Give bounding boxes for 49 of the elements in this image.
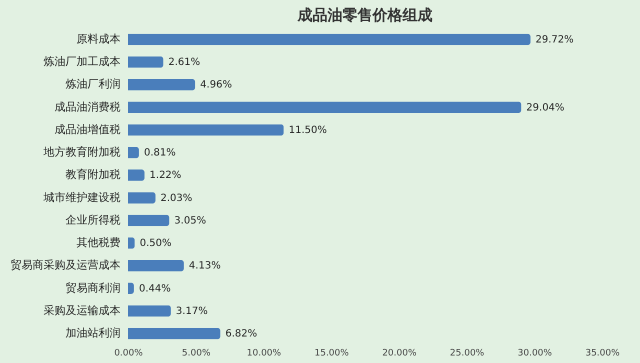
y-tick-label: 其他税费 bbox=[76, 236, 120, 250]
bar bbox=[128, 260, 184, 272]
y-tick-label: 贸易商利润 bbox=[66, 281, 120, 294]
data-label: 6.82% bbox=[225, 328, 258, 340]
y-tick-label: 贸易商采购及运营成本 bbox=[10, 258, 120, 272]
data-label: 3.05% bbox=[174, 215, 206, 226]
x-tick-label: 30.00% bbox=[518, 348, 552, 358]
x-tick-label: 20.00% bbox=[382, 348, 417, 358]
data-label: 0.44% bbox=[138, 283, 171, 294]
y-tick-label: 原料成本 bbox=[76, 32, 120, 46]
bar bbox=[128, 170, 145, 181]
data-label: 29.72% bbox=[535, 34, 574, 46]
y-tick-label: 采购及运输成本 bbox=[44, 304, 120, 317]
data-label: 2.03% bbox=[160, 192, 192, 204]
y-tick-label: 成品油增值税 bbox=[54, 122, 120, 136]
bar bbox=[128, 34, 530, 46]
bar bbox=[128, 102, 522, 113]
bar bbox=[128, 124, 284, 136]
bar bbox=[128, 328, 220, 340]
y-tick-label: 企业所得税 bbox=[66, 213, 120, 226]
y-tick-label: 教育附加税 bbox=[66, 168, 120, 182]
chart-title: 成品油零售价格组成 bbox=[296, 6, 432, 24]
bar bbox=[128, 192, 156, 204]
y-tick-label: 成品油消费税 bbox=[54, 100, 120, 114]
x-tick-label: 35.00% bbox=[585, 348, 620, 358]
y-tick-label: 炼油厂利润 bbox=[66, 78, 120, 91]
bar bbox=[128, 79, 196, 90]
data-label: 0.50% bbox=[140, 238, 172, 250]
x-tick-label: 25.00% bbox=[450, 348, 485, 358]
data-label: 11.50% bbox=[288, 124, 327, 136]
y-tick-label: 加油站利润 bbox=[66, 326, 120, 340]
x-tick-label: 5.00% bbox=[182, 348, 211, 358]
y-tick-label: 炼油厂加工成本 bbox=[44, 55, 120, 68]
y-tick-label: 城市维护建设税 bbox=[42, 190, 120, 204]
data-label: 4.96% bbox=[200, 80, 232, 91]
data-label: 4.13% bbox=[188, 260, 221, 272]
x-tick-label: 0.00% bbox=[114, 348, 144, 358]
data-label: 29.04% bbox=[526, 102, 564, 114]
bar bbox=[128, 214, 170, 226]
y-tick-label: 地方教育附加税 bbox=[42, 146, 120, 159]
x-tick-label: 10.00% bbox=[246, 348, 282, 358]
bar bbox=[128, 305, 171, 317]
data-label: 3.17% bbox=[176, 306, 208, 317]
bar bbox=[128, 146, 139, 158]
bar bbox=[128, 56, 164, 68]
data-label: 2.61% bbox=[168, 57, 200, 68]
data-label: 1.22% bbox=[150, 170, 182, 182]
x-tick-label: 15.00% bbox=[314, 348, 350, 358]
data-label: 0.81% bbox=[144, 148, 176, 159]
